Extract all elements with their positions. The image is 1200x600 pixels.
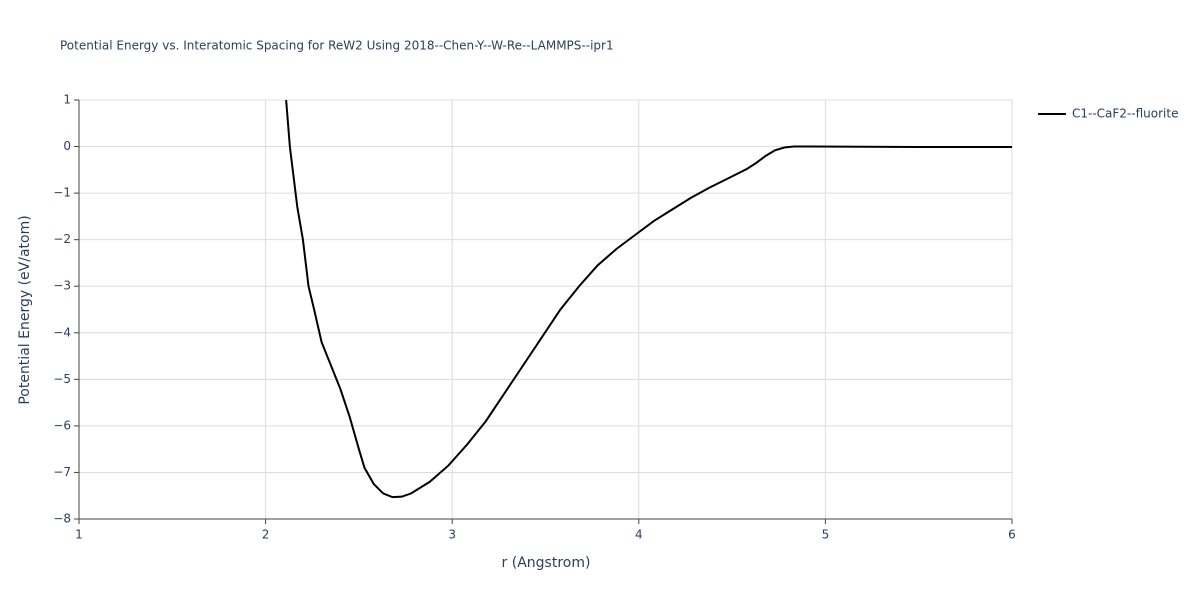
y-tick-label: −4 <box>53 325 71 339</box>
y-tick-label: 1 <box>63 93 71 107</box>
legend-label: C1--CaF2--fluorite <box>1072 107 1178 121</box>
y-tick-label: −8 <box>53 512 71 526</box>
y-tick-label: −6 <box>53 418 71 432</box>
y-tick-label: 0 <box>63 139 71 153</box>
y-tick-label: −5 <box>53 372 71 386</box>
x-tick-label: 2 <box>262 528 270 542</box>
data-line <box>285 99 1012 499</box>
x-tick-label: 6 <box>1008 528 1016 542</box>
chart-title: Potential Energy vs. Interatomic Spacing… <box>60 39 614 53</box>
x-tick-label: 4 <box>635 528 643 542</box>
y-tick-label: −1 <box>53 186 71 200</box>
x-tick-label: 5 <box>822 528 830 542</box>
x-tick-label: 3 <box>448 528 456 542</box>
x-axis-title: r (Angstrom) <box>502 555 591 571</box>
y-tick-label: −7 <box>53 465 71 479</box>
y-axis-title: Potential Energy (eV/atom) <box>17 215 33 404</box>
x-tick-label: 1 <box>75 528 83 542</box>
y-tick-label: −3 <box>53 279 71 293</box>
y-tick-label: −2 <box>53 232 71 246</box>
